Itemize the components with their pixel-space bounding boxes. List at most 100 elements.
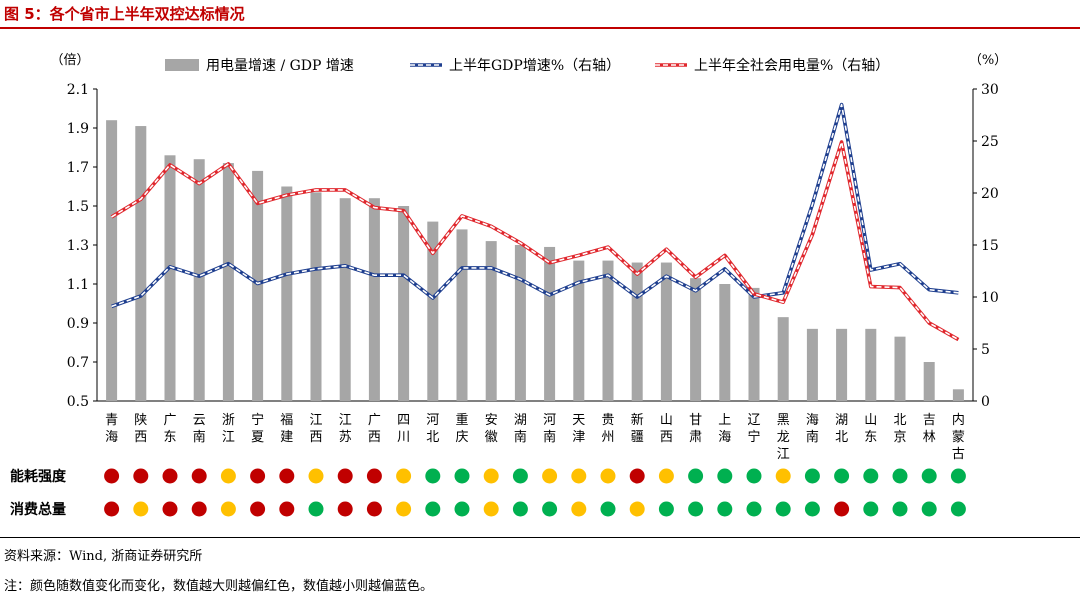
category-label: 北京 [893,413,906,445]
left-tick-label: 0.5 [67,394,89,410]
indicator-dot [133,468,149,484]
category-label: 广西 [368,413,381,445]
bar [339,198,351,401]
category-label: 黑龙江 [777,413,790,462]
left-tick-label: 0.9 [67,316,89,332]
category-label: 云南 [193,413,206,445]
left-tick-label: 1.9 [67,121,89,137]
bar [573,260,585,401]
indicator-dot [162,501,178,517]
indicator-dot [220,468,236,484]
bar [602,260,614,401]
chart-ticks: 0.5 0.7 0.9 1.1 1.3 1.5 1.7 1.9 2.1 0 5 10 15 20 25 30 （… [50,53,1007,462]
right-tick-label: 0 [981,394,990,410]
indicator-dot [717,501,733,517]
bar [514,245,526,401]
indicator-dot [629,468,645,484]
indicator-dot [279,501,295,517]
indicator-dot [366,501,382,517]
bar [923,362,935,401]
category-label: 陕西 [134,413,147,445]
indicator-row-label: 消费总量 [10,501,66,518]
footnote: 注：颜色随数值变化而变化，数值越大则越偏红色，数值越小则越偏蓝色。 [4,579,434,594]
indicator-dot [396,468,412,484]
indicator-dot [454,501,470,517]
bar [952,389,964,401]
right-tick-label: 25 [981,134,999,150]
indicator-dot [600,501,616,517]
indicator-dot [775,468,791,484]
bar [777,317,789,401]
category-label: 贵州 [601,413,614,445]
left-tick-label: 1.5 [67,199,89,215]
indicator-dot [892,501,908,517]
indicator-dot [104,501,120,517]
indicator-row-label: 能耗强度 [10,468,67,485]
indicator-dot [658,501,674,517]
indicator-dot [483,501,499,517]
indicator-dot [133,501,149,517]
indicator-dot [308,501,324,517]
indicator-dot [688,468,704,484]
bar [690,278,702,401]
category-label: 内蒙古 [952,412,965,462]
indicator-dot [483,468,499,484]
chart-lines [110,102,960,342]
category-label: 广东 [163,413,176,445]
category-label: 河南 [543,413,556,445]
category-label: 甘肃 [689,413,702,445]
chart-legend: 用电量增速 / GDP 增速 上半年GDP增速%（右轴） 上半年全社会用电量%（右轴… [165,57,889,74]
power-consumption-line-dash [111,141,959,341]
category-label: 上海 [718,413,731,445]
indicator-dot [804,468,820,484]
bar [806,328,818,401]
indicator-dot [104,468,120,484]
indicator-dot [863,501,879,517]
bar [135,126,147,402]
bar [719,284,731,401]
indicator-dot [220,501,236,517]
category-label: 吉林 [923,413,936,445]
indicator-dot [396,501,412,517]
indicator-dot [658,468,674,484]
indicator-dot [717,468,733,484]
legend-gdp-label: 上半年GDP增速%（右轴） [449,58,620,74]
bar [427,221,439,401]
legend-bar-label: 用电量增速 / GDP 增速 [206,58,354,74]
category-label: 浙江 [222,413,235,445]
indicator-dot [250,501,266,517]
indicator-dot [571,501,587,517]
indicator-dot [950,468,966,484]
bar [252,170,264,401]
indicator-dot [629,501,645,517]
indicator-dot [308,468,324,484]
chart-axes [93,88,977,402]
bar [836,328,848,401]
category-label: 河北 [426,413,439,445]
indicator-dot [425,501,441,517]
indicator-dot [191,501,207,517]
left-tick-label: 1.7 [67,160,89,176]
power-consumption-line-outer [110,140,960,342]
bar [106,120,118,401]
figure-title: 图 5：各个省市上半年双控达标情况 [4,5,245,23]
category-label: 重庆 [455,412,468,445]
indicator-dot [542,501,558,517]
indicator-dot [804,501,820,517]
right-tick-label: 15 [981,238,999,254]
category-label: 湖北 [835,413,848,445]
right-tick-label: 5 [981,342,990,358]
chart-bars [106,120,964,402]
indicator-dot [571,468,587,484]
bar [310,192,322,401]
category-label: 福建 [280,413,293,445]
indicator-dot [250,468,266,484]
indicator-dot [191,468,207,484]
gdp-growth-line-outer [110,102,959,309]
indicator-dot [337,468,353,484]
indicator-dot [921,501,937,517]
bar [368,198,380,401]
bar [485,241,497,401]
category-label: 安徽 [485,413,498,445]
